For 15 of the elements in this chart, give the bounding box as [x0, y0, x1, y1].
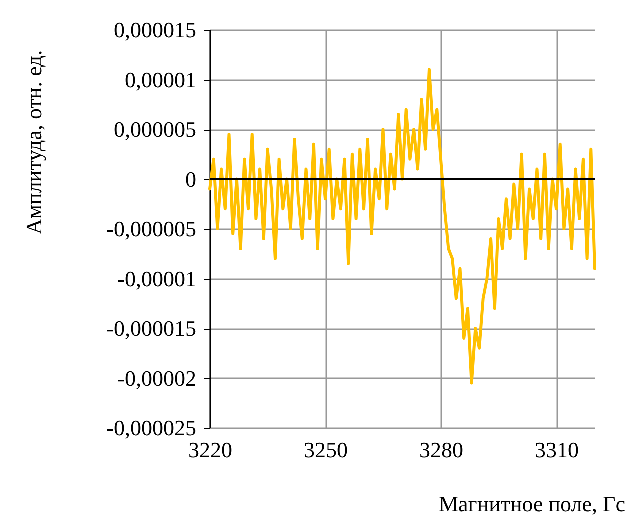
y-tick-label: 0,000015	[114, 18, 196, 42]
x-tick-label: 3310	[535, 438, 579, 462]
y-tick-label: -0,000015	[106, 316, 196, 341]
y-tick-label: -0,00001	[118, 266, 196, 292]
y-tick-label: -0,00002	[118, 366, 196, 391]
x-axis-title: Магнитное поле, Гс	[438, 492, 626, 516]
x-tick-label: 3220	[188, 438, 232, 462]
x-tick-label: 3280	[420, 438, 464, 462]
y-tick-label: 0,000005	[114, 117, 196, 142]
y-axis-title: Амплитуда, отн. ед.	[22, 50, 46, 235]
y-tick-label: 0,00001	[125, 67, 196, 92]
x-tick-label: 3250	[304, 438, 348, 462]
y-tick-label: -0,000025	[106, 416, 196, 440]
y-tick-label: 0	[186, 166, 196, 192]
y-tick-label: -0,000005	[106, 216, 196, 242]
